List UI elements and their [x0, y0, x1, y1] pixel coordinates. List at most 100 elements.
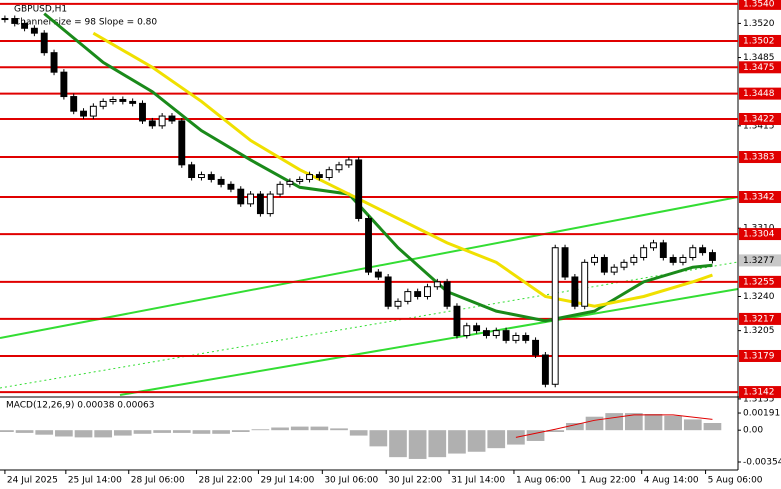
candle [315, 174, 323, 179]
last-price-box [739, 254, 781, 267]
level-label: 1.3304 [743, 230, 775, 240]
level-label: 1.3448 [743, 89, 775, 99]
macd-bar [330, 428, 348, 431]
macd-bar [74, 430, 93, 438]
candle [247, 193, 255, 205]
x-tick-label: 29 Jul 14:00 [260, 476, 314, 486]
candle [699, 247, 707, 254]
candle [404, 291, 412, 302]
macd-bar [290, 426, 309, 431]
macd-bar [113, 430, 132, 436]
candle [139, 102, 146, 122]
candle [89, 105, 97, 117]
level-label: 1.3540 [743, 0, 775, 9]
macd-bar [408, 430, 427, 459]
last-price-label: 1.3277 [743, 256, 775, 266]
signal-line [515, 414, 713, 438]
macd-bar [428, 430, 447, 458]
candle [532, 339, 540, 356]
macd-bar [0, 430, 14, 432]
macd-bar [94, 430, 113, 438]
candle [482, 330, 490, 337]
level-label-box [739, 61, 781, 74]
candle [689, 247, 697, 258]
candle [40, 32, 48, 54]
candle [443, 281, 451, 307]
macd-bar [467, 430, 486, 452]
level-label-box [739, 0, 781, 10]
candle [414, 291, 422, 297]
candle [99, 100, 107, 107]
candle [522, 335, 530, 341]
moving-average [43, 12, 713, 323]
candle [384, 276, 392, 307]
candle [21, 22, 29, 29]
level-label: 1.3179 [743, 351, 775, 361]
candle [237, 188, 245, 205]
candle [335, 164, 343, 171]
y-tick-label: 1.3520 [743, 19, 775, 29]
macd-bar [369, 430, 388, 447]
x-tick-label: 4 Aug 14:00 [644, 476, 699, 486]
candle [158, 115, 166, 127]
candle [561, 247, 569, 278]
x-tick-label: 30 Jul 06:00 [324, 476, 378, 486]
candle [640, 247, 648, 258]
x-tick-label: 28 Jul 22:00 [199, 476, 253, 486]
macd-bar [55, 430, 73, 437]
level-label: 1.3255 [743, 277, 775, 287]
candle [630, 256, 638, 263]
macd-bar [644, 414, 663, 431]
candle [30, 27, 38, 34]
level-label: 1.3342 [743, 193, 775, 203]
candle [70, 96, 78, 112]
x-tick-label: 30 Jul 22:00 [388, 476, 442, 486]
candle [11, 18, 19, 24]
candle [473, 325, 481, 332]
y-tick-label: 1.3205 [743, 326, 775, 336]
candle [512, 335, 520, 341]
candle [659, 242, 667, 258]
level-label-box [739, 312, 781, 325]
candle [148, 120, 156, 127]
level-label-box [739, 87, 781, 100]
level-label: 1.3142 [743, 388, 775, 398]
macd-bar [566, 423, 584, 431]
candle [217, 178, 225, 185]
x-tick-label: 1 Aug 06:00 [516, 476, 571, 486]
candle [119, 98, 127, 102]
x-tick-label: 25 Jul 14:00 [68, 476, 122, 486]
x-tick-label: 28 Jul 06:00 [131, 476, 185, 486]
y-tick-label: 1.3415 [743, 121, 775, 131]
level-label-box [739, 275, 781, 288]
candle [227, 183, 235, 190]
candle [610, 266, 618, 273]
candle [709, 252, 716, 261]
candle [178, 120, 186, 166]
level-label-box [739, 151, 781, 164]
x-tick-label: 1 Aug 22:00 [581, 476, 636, 486]
level-label-box [739, 228, 781, 241]
candle [463, 325, 471, 337]
macd-bar [153, 430, 171, 433]
candle [276, 183, 284, 195]
candle [286, 180, 294, 185]
candle [591, 256, 598, 263]
candle [433, 281, 441, 288]
candle [80, 110, 87, 117]
macd-bar [683, 419, 702, 431]
candle [502, 330, 510, 341]
candle [669, 256, 677, 263]
candle [620, 261, 628, 268]
level-label-box [739, 191, 781, 204]
y-tick-label: 1.3135 [743, 394, 775, 404]
level-label: 1.3475 [743, 63, 775, 73]
level-label-box [739, 349, 781, 362]
candle [374, 271, 382, 278]
macd-bar [448, 430, 466, 454]
macd-bar [389, 430, 407, 458]
candle [600, 256, 608, 273]
candle [256, 193, 264, 215]
